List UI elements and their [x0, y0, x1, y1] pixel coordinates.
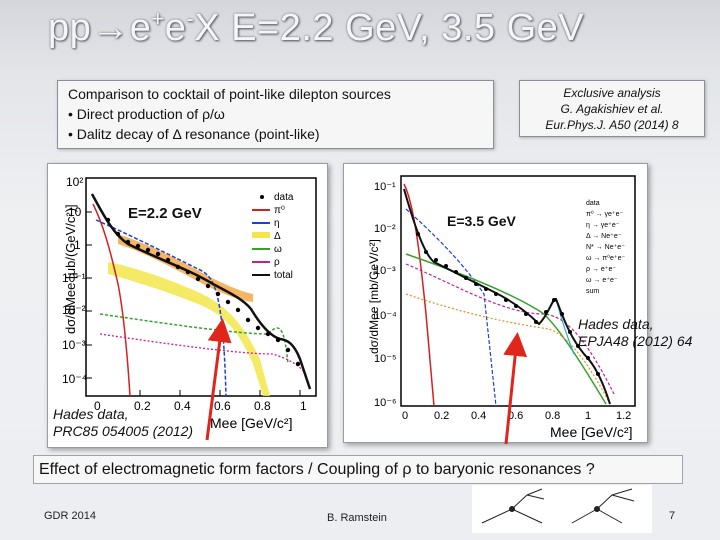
left-legend-eta: η — [274, 218, 280, 229]
cocktail-heading: Comparison to cocktail of point-like dil… — [68, 86, 391, 102]
title-e: e — [129, 7, 152, 49]
right-legend-delta: Δ → Ne⁺e⁻ — [586, 233, 622, 240]
left-energy-label: E=2.2 GeV — [128, 205, 202, 222]
right-xtick-6: 1.2 — [616, 410, 631, 422]
title-plus: + — [151, 6, 165, 31]
left-plot-svg: 10² 10 1 10⁻¹ 10⁻² 10⁻³ 10⁻⁴ 0 0.2 0.4 0… — [62, 175, 317, 431]
right-ytick-3: 10⁻⁴ — [374, 310, 397, 322]
exclusive-line-3: Eur.Phys.J. A50 (2014) 8 — [545, 118, 679, 132]
footer-page-number: 7 — [669, 510, 676, 522]
left-legend-rho: ρ — [274, 257, 280, 268]
hades-left-line-1: Hades data, — [53, 406, 129, 422]
left-xlabel: Mee [GeV/c²] — [210, 415, 292, 431]
exclusive-analysis-box: Exclusive analysis G. Agakishiev et al. … — [519, 80, 705, 137]
right-xtick-4: 0.8 — [545, 410, 560, 422]
red-arrow-right — [503, 332, 528, 445]
left-legend-omega: ω — [274, 244, 282, 255]
bottom-question: Effect of electromagnetic form factors /… — [33, 455, 683, 484]
title-minus: - — [186, 6, 195, 31]
right-plot-svg: 10⁻¹ 10⁻² 10⁻³ 10⁻⁴ 10⁻⁵ 10⁻⁶ 0 0.2 0.4 … — [367, 175, 636, 440]
right-xtick-1: 0.2 — [434, 410, 449, 422]
right-legend-omega-dalitz: ω → π⁰e⁺e⁻ — [586, 254, 625, 262]
right-legend-pi0: π⁰ → γe⁺e⁻ — [586, 210, 624, 218]
slide-title: pp→e+e-X E=2.2 GeV, 3.5 GeV — [48, 6, 584, 50]
right-legend-sum: sum — [586, 288, 599, 295]
right-xtick-2: 0.4 — [471, 410, 486, 422]
hades-left-line-2: PRC85 054005 (2012) — [53, 423, 194, 439]
right-xlabel: Mee [GeV/c²] — [550, 424, 632, 440]
title-e2: e — [164, 7, 187, 49]
exclusive-line-2: G. Agakishiev et al. — [560, 102, 664, 116]
right-xtick-3: 0.6 — [508, 410, 523, 422]
right-xtick-0: 0 — [402, 410, 408, 422]
left-ytick-5: 10⁻³ — [62, 338, 86, 352]
left-legend-data: data — [274, 192, 294, 203]
left-ytick-3: 10⁻¹ — [62, 271, 86, 285]
left-ytick-4: 10⁻² — [62, 303, 86, 317]
right-legend-rho: ρ → e⁺e⁻ — [586, 266, 616, 273]
cocktail-bullet-1: • Direct production of ρ/ω — [68, 106, 225, 122]
footer-author: B. Ramstein — [327, 512, 387, 524]
left-xtick-4: 0.8 — [254, 399, 271, 413]
left-xtick-3: 0.6 — [214, 399, 231, 413]
right-ylabel: dσ/dMee [mb/GeV/c²] — [367, 239, 381, 354]
left-ytick-2: 1 — [74, 238, 81, 252]
right-ytick-5: 10⁻⁶ — [374, 397, 397, 409]
right-legend-nstar: N* → Ne⁺e⁻ — [586, 244, 625, 251]
right-ytick-2: 10⁻³ — [374, 265, 396, 277]
left-ytick-0: 10² — [66, 175, 83, 189]
right-ytick-0: 10⁻¹ — [374, 181, 396, 193]
left-xtick-5: 1 — [300, 399, 307, 413]
cocktail-info-box: Comparison to cocktail of point-like dil… — [57, 80, 494, 149]
hades-left-citation: Hades data, PRC85 054005 (2012) — [53, 406, 193, 440]
left-ytick-1: 10 — [68, 205, 82, 219]
cocktail-bullet-2: • Dalitz decay of Δ resonance (point-lik… — [68, 126, 320, 142]
title-arrow: → — [91, 7, 130, 49]
hades-right-citation: Hades data, EPJA48 (2012) 64 — [578, 316, 692, 350]
red-arrow-left — [205, 318, 232, 441]
right-energy-label: E=3.5 GeV — [447, 213, 516, 229]
right-legend-omega: ω → e⁺e⁻ — [586, 277, 618, 284]
footer-conference: GDR 2014 — [44, 510, 96, 522]
feynman-diagrams — [472, 485, 652, 533]
hades-right-line-1: Hades data, — [578, 316, 654, 332]
left-legend-total: total — [274, 270, 293, 281]
left-legend-delta: Δ — [274, 231, 281, 242]
left-plot-panel: 10² 10 1 10⁻¹ 10⁻² 10⁻³ 10⁻⁴ 0 0.2 0.4 0… — [47, 163, 328, 448]
right-legend-eta: η → γe⁺e⁻ — [586, 222, 620, 229]
right-xtick-5: 1 — [585, 410, 591, 422]
right-ytick-1: 10⁻² — [374, 223, 396, 235]
title-post: X E=2.2 GeV, 3.5 GeV — [194, 7, 585, 49]
left-legend-pi0: π⁰ — [274, 205, 285, 216]
exclusive-line-1: Exclusive analysis — [563, 86, 661, 100]
left-ytick-6: 10⁻⁴ — [62, 372, 87, 386]
left-xtick-1: 0.2 — [134, 399, 151, 413]
right-ytick-4: 10⁻⁵ — [374, 353, 397, 365]
title-pre: pp — [48, 7, 92, 49]
left-xtick-2: 0.4 — [174, 399, 191, 413]
right-plot-panel: 10⁻¹ 10⁻² 10⁻³ 10⁻⁴ 10⁻⁵ 10⁻⁶ 0 0.2 0.4 … — [343, 163, 648, 443]
left-ylabel: dσ/dMee [μb/(GeV/c²)] — [63, 204, 78, 334]
left-xtick-0: 0 — [94, 399, 101, 413]
right-legend-data: data — [586, 200, 600, 207]
hades-right-line-2: EPJA48 (2012) 64 — [578, 333, 693, 349]
